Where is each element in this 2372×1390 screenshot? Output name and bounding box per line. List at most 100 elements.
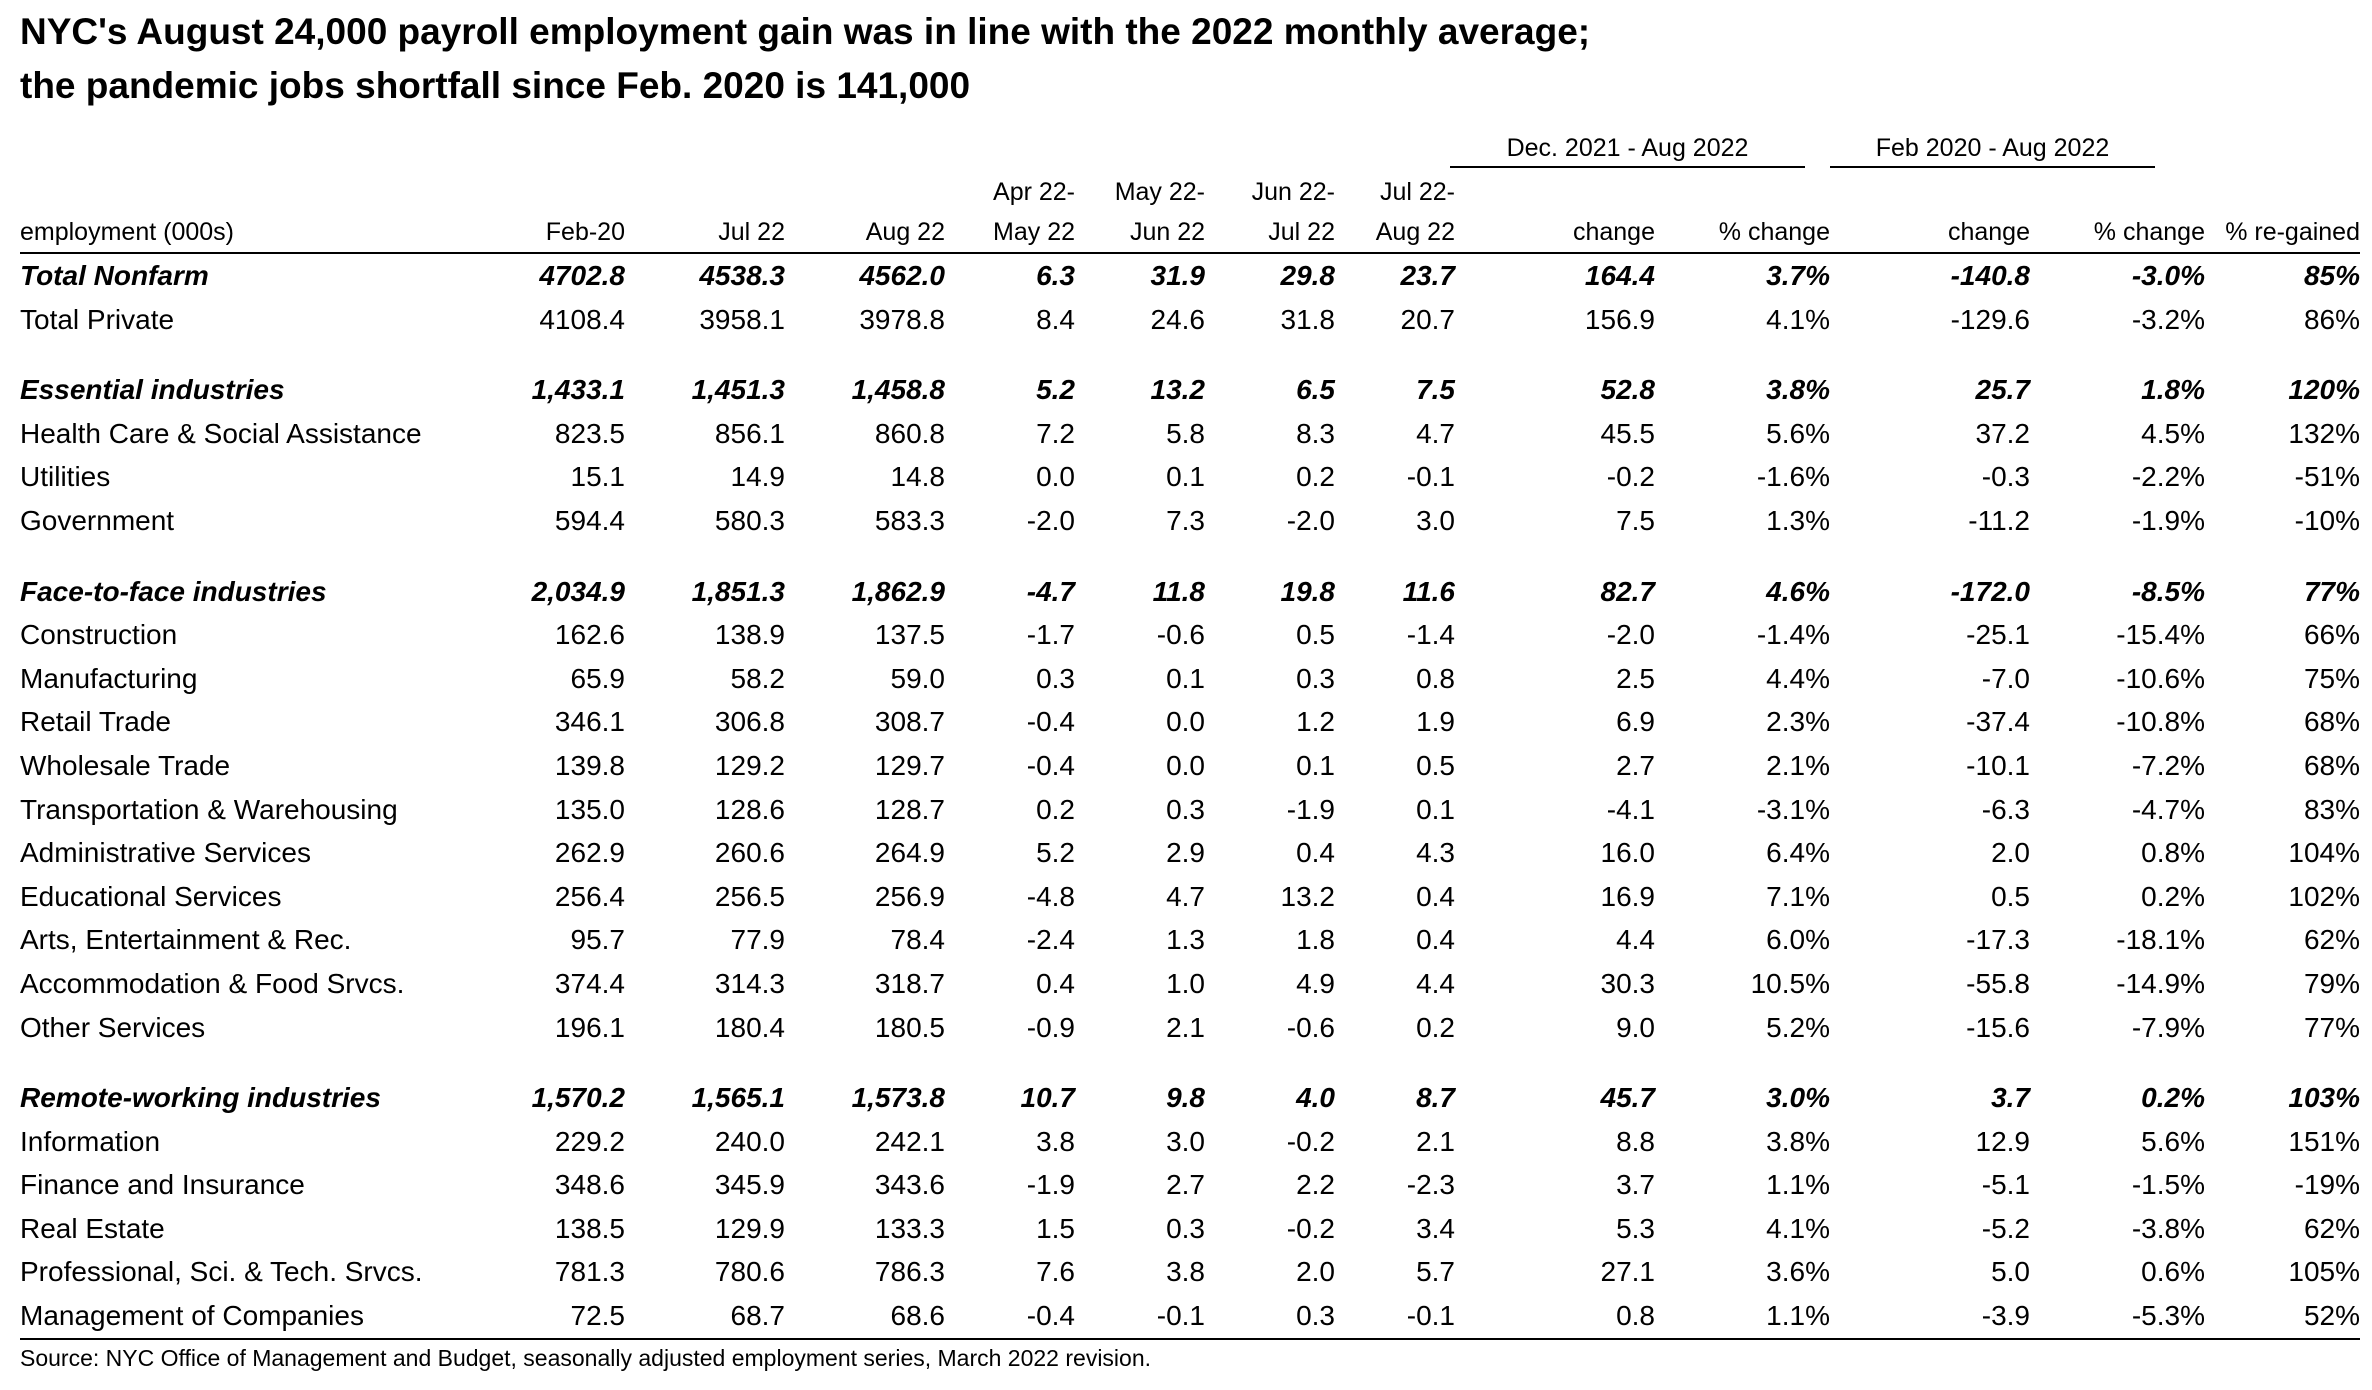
table-cell: 19.8 [1280, 575, 1336, 607]
table-cell: 1.5 [1036, 1212, 1075, 1244]
table-cell: 29.8 [1280, 260, 1336, 291]
table-cell: 14.8 [890, 461, 946, 493]
table-cell: 2.9 [1166, 837, 1205, 869]
table-cell: 4.7 [1416, 417, 1455, 449]
table-cell: 151% [2288, 1125, 2360, 1157]
table-cell: 345.9 [714, 1169, 785, 1201]
table-cell: -4.8 [1026, 880, 1075, 912]
table-cell: -3.1% [1756, 793, 1830, 825]
table-cell: 11.6 [1402, 575, 1455, 607]
table-cell: 3.4 [1416, 1212, 1455, 1244]
table-cell: 77% [2303, 575, 2360, 607]
table-cell: -0.4 [1026, 706, 1075, 738]
table-row: Other Services 196.1 180.4 180.5 -0.9 2.1 -0.6… [20, 1006, 2360, 1050]
table-cell: -8.5% [2131, 575, 2205, 607]
table-cell: 8.3 [1296, 417, 1335, 449]
table-cell: 1,862.9 [851, 575, 945, 607]
table-cell: 68% [2303, 749, 2360, 781]
table-cell: 0.6% [2141, 1256, 2205, 1288]
table-cell: 7.5 [1416, 374, 1455, 406]
table-cell: -5.1 [1981, 1169, 2030, 1201]
table-cell: 102% [2288, 880, 2360, 912]
table-cell: -4.1 [1606, 793, 1655, 825]
section-total-row: Face-to-face industries 2,034.9 1,851.3 1,8… [20, 570, 2360, 614]
table-cell: 7.2 [1036, 417, 1075, 449]
table-cell: 860.8 [874, 417, 945, 449]
table-cell: 264.9 [874, 837, 945, 869]
table-cell: 0.3 [1036, 662, 1075, 694]
table-cell: 132% [2288, 417, 2360, 449]
table-cell: -4.7% [2131, 793, 2205, 825]
table-cell: 781.3 [554, 1256, 625, 1288]
table-cell: -2.0 [1286, 504, 1335, 536]
table-cell: 52% [2205, 1294, 2360, 1340]
column-header: Aug 22 [785, 170, 945, 254]
table-cell: 180.4 [714, 1011, 785, 1043]
table-cell: 4.3 [1416, 837, 1455, 869]
table-cell: 3.7% [1766, 260, 1830, 291]
table-row: Finance and Insurance 348.6 345.9 343.6 -1.9… [20, 1163, 2360, 1207]
table-cell: -15.6 [1966, 1011, 2030, 1043]
table-cell: -2.0 [1026, 504, 1075, 536]
table-cell: 7.3 [1166, 504, 1205, 536]
table-row: Wholesale Trade 139.8 129.2 129.7 -0.4 0.0 0.1… [20, 744, 2360, 788]
table-cell: -3.9 [1830, 1294, 2030, 1340]
row-label: Manufacturing [20, 662, 198, 694]
table-cell: -0.3 [1981, 461, 2030, 493]
column-header: Jun 22- Jul 22 [1205, 170, 1335, 254]
table-cell: -1.9% [2131, 504, 2205, 536]
table-cell: 4.0 [1296, 1082, 1335, 1114]
row-label: Other Services [20, 1011, 206, 1043]
table-cell: -0.6 [1286, 1011, 1335, 1043]
table-cell: 2.5 [1616, 662, 1655, 694]
table-cell: 348.6 [554, 1169, 625, 1201]
table-cell: 3.0 [1166, 1125, 1205, 1157]
table-cell: 0.4 [1416, 924, 1455, 956]
table-cell: -25.1 [1966, 619, 2030, 651]
table-cell: 308.7 [874, 706, 945, 738]
table-cell: -10.8% [2116, 706, 2205, 738]
table-cell: 229.2 [554, 1125, 625, 1157]
table-cell: 77.9 [730, 924, 786, 956]
table-cell: 6.3 [1036, 260, 1075, 291]
table-cell: 8.8 [1616, 1125, 1655, 1157]
row-label: Finance and Insurance [20, 1169, 305, 1201]
table-cell: 0.2 [1036, 793, 1075, 825]
table-cell: 0.4 [1036, 967, 1075, 999]
table-row: Professional, Sci. & Tech. Srvcs. 781.3 78… [20, 1250, 2360, 1294]
table-cell: 120% [2288, 374, 2360, 406]
table-cell: 4.4 [1616, 924, 1655, 956]
table-cell: 37.2 [1975, 417, 2031, 449]
table-cell: 256.4 [554, 880, 625, 912]
table-cell: -10.6% [2116, 662, 2205, 694]
table-cell: -0.1 [1335, 1294, 1455, 1340]
row-label: Educational Services [20, 880, 282, 912]
table-cell: 1,565.1 [691, 1082, 785, 1114]
table-cell: 0.1 [1166, 461, 1205, 493]
table-cell: -1.5% [2131, 1169, 2205, 1201]
spacer-row [20, 1049, 2360, 1076]
row-label: Health Care & Social Assistance [20, 417, 422, 449]
table-row: Government 594.4 580.3 583.3 -2.0 7.3 -2.0 3.0 7… [20, 499, 2360, 543]
table-cell: 180.5 [874, 1011, 945, 1043]
table-cell: 260.6 [714, 837, 785, 869]
table-cell: 5.2 [1036, 837, 1075, 869]
table-cell: -4.7 [1026, 575, 1075, 607]
table-cell: -10% [2294, 504, 2360, 536]
table-cell: -17.3 [1966, 924, 2030, 956]
table-cell: -14.9% [2116, 967, 2205, 999]
table-cell: 1,851.3 [691, 575, 785, 607]
table-cell: -5.2 [1981, 1212, 2030, 1244]
table-cell: 4562.0 [859, 260, 945, 291]
table-cell: -1.4 [1406, 619, 1455, 651]
table-cell: 306.8 [714, 706, 785, 738]
table-cell: 786.3 [874, 1256, 945, 1288]
table-cell: 11.8 [1152, 575, 1205, 607]
table-cell: -1.9 [1286, 793, 1335, 825]
table-cell: -1.4% [1756, 619, 1830, 651]
row-label: Real Estate [20, 1212, 165, 1244]
table-cell: 1.0 [1166, 967, 1205, 999]
table-cell: 1.1% [1766, 1169, 1830, 1201]
table-cell: 0.0 [1166, 706, 1205, 738]
table-cell: 45.5 [1600, 417, 1656, 449]
